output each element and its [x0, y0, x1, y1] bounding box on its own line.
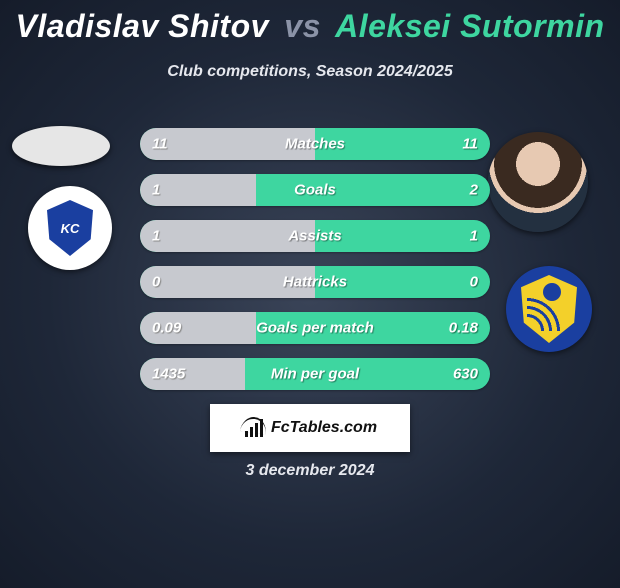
- player1-avatar-placeholder: [12, 126, 110, 166]
- stats-panel: 11 Matches 11 1 Goals 2 1 Assists 1 0 Ha…: [140, 128, 490, 404]
- stat-label: Goals per match: [140, 320, 490, 337]
- stat-right-value: 11: [462, 136, 478, 153]
- page-title: Vladislav Shitov vs Aleksei Sutormin: [0, 8, 620, 45]
- stat-label: Hattricks: [140, 274, 490, 291]
- stat-label: Matches: [140, 136, 490, 153]
- shield-icon: KC: [47, 200, 93, 256]
- stat-label: Min per goal: [140, 366, 490, 383]
- stat-row-gpm: 0.09 Goals per match 0.18: [140, 312, 490, 344]
- brand-badge[interactable]: FcTables.com: [210, 404, 410, 452]
- stat-label: Assists: [140, 228, 490, 245]
- player1-name: Vladislav Shitov: [15, 8, 268, 44]
- snapshot-date: 3 december 2024: [0, 462, 620, 480]
- stat-row-matches: 11 Matches 11: [140, 128, 490, 160]
- stat-right-value: 2: [470, 182, 478, 199]
- player2-avatar: [488, 132, 588, 232]
- swoosh-icon: [527, 297, 571, 331]
- subtitle: Club competitions, Season 2024/2025: [0, 63, 620, 81]
- stat-row-goals: 1 Goals 2: [140, 174, 490, 206]
- stat-right-value: 1: [470, 228, 478, 245]
- player2-name: Aleksei Sutormin: [335, 8, 604, 44]
- stat-right-value: 0: [470, 274, 478, 291]
- shield-icon: [521, 275, 577, 343]
- stat-right-value: 630: [453, 366, 478, 383]
- vs-label: vs: [284, 8, 321, 44]
- stat-label: Goals: [140, 182, 490, 199]
- stat-row-mpg: 1435 Min per goal 630: [140, 358, 490, 390]
- stat-row-assists: 1 Assists 1: [140, 220, 490, 252]
- player2-club-badge: [506, 266, 592, 352]
- stat-right-value: 0.18: [449, 320, 478, 337]
- bar-chart-icon: [243, 419, 265, 437]
- stat-row-hattricks: 0 Hattricks 0: [140, 266, 490, 298]
- player1-club-badge: KC: [28, 186, 112, 270]
- brand-text: FcTables.com: [271, 419, 377, 437]
